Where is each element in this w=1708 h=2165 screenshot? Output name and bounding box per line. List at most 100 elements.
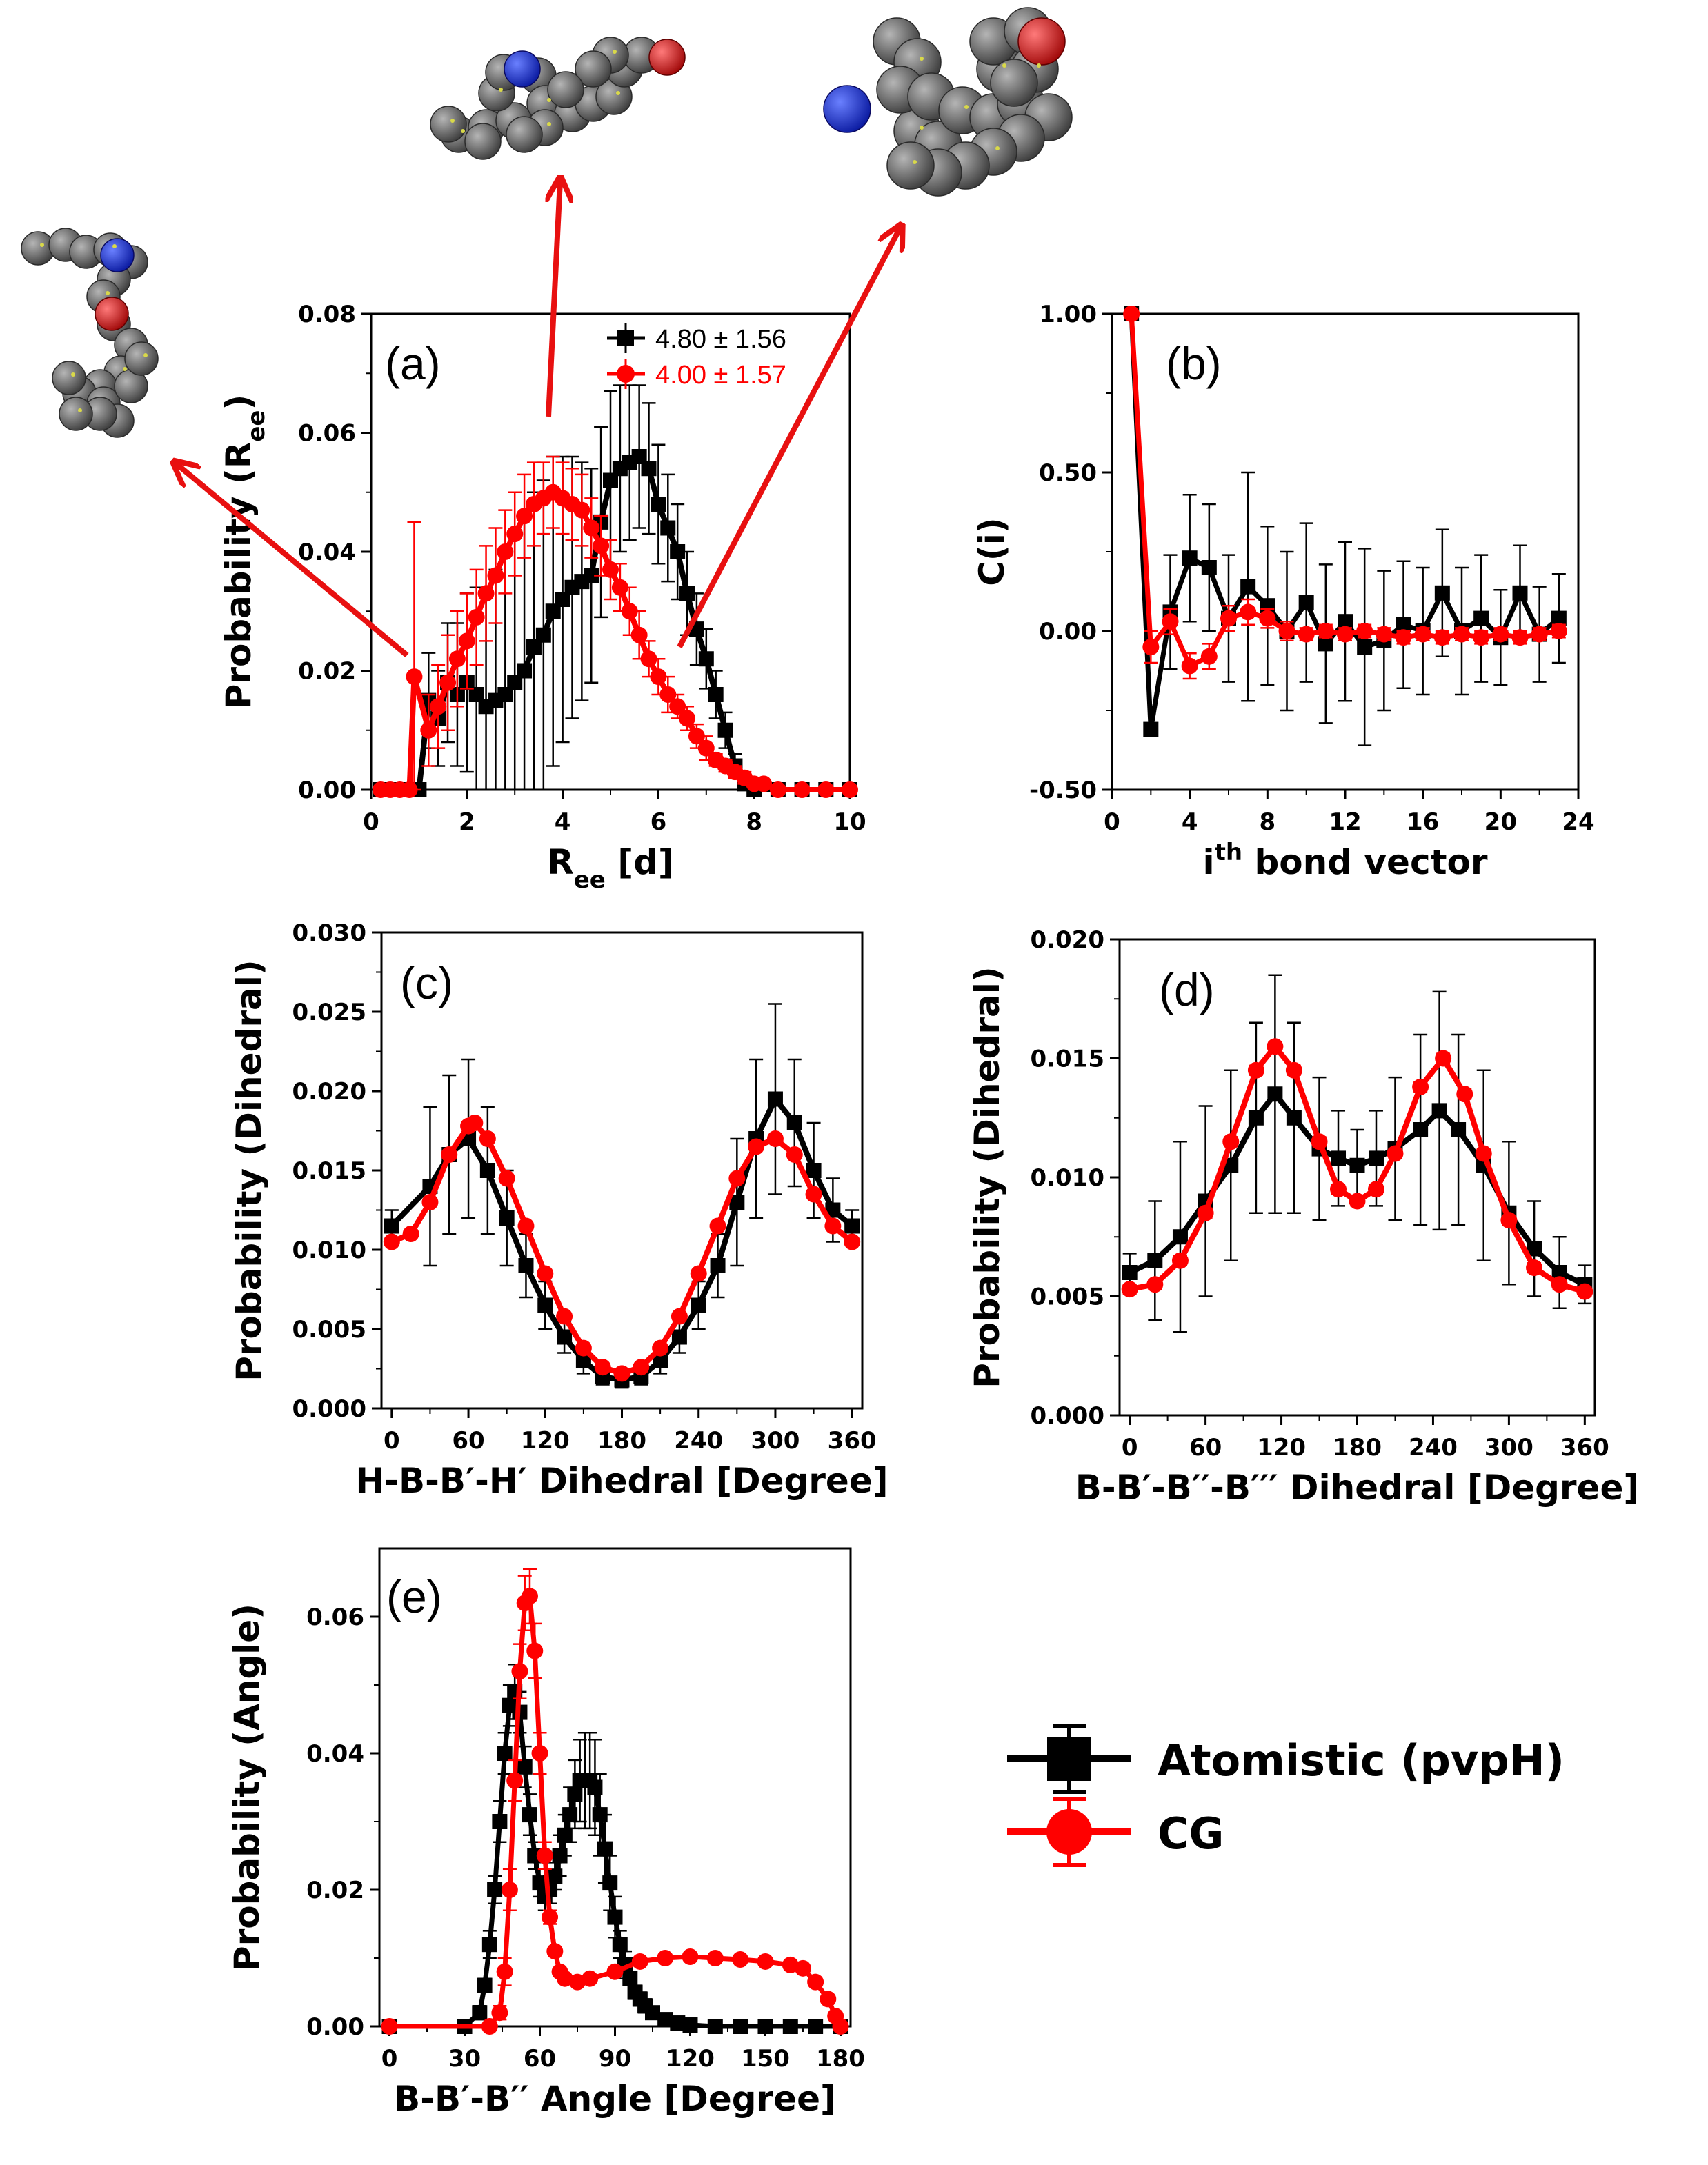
hydrogen-dot <box>613 50 617 54</box>
main-legend: Atomistic (pvpH) CG <box>1007 1724 1565 1867</box>
data-point <box>786 1146 803 1163</box>
data-point <box>1143 721 1159 737</box>
y-tick-label: 0.010 <box>1030 1164 1104 1192</box>
data-point <box>698 651 714 667</box>
x-axis-label-a: Ree [d] <box>547 842 674 894</box>
data-point <box>466 1115 484 1131</box>
x-tick-label: 16 <box>1407 808 1439 836</box>
hydrogen-dot <box>450 119 455 123</box>
x-tick-label: 4 <box>1182 808 1198 836</box>
bead-atom <box>430 106 467 143</box>
panel-label-c: (c) <box>400 957 453 1008</box>
data-point <box>612 1937 628 1953</box>
data-point <box>1240 579 1256 595</box>
data-point <box>794 1959 811 1977</box>
y-axis-label-e: Probability (Angle) <box>227 1604 267 1971</box>
panel-label-e: (e) <box>386 1571 442 1622</box>
data-point <box>767 1091 783 1107</box>
oxygen-atom <box>648 39 686 76</box>
x-tick-label: 180 <box>816 2045 865 2073</box>
panel-b-bond-correlation: 0 4 8 12 16 20 24 -0.50 0.00 0.50 1.00 ith bond vec… <box>972 301 1595 882</box>
data-point <box>1172 1229 1188 1245</box>
data-point <box>547 1868 563 1884</box>
y-tick-label: 0.020 <box>1030 926 1104 954</box>
data-point <box>406 668 423 686</box>
y-axis-label-d: Probability (Dihedral) <box>967 966 1007 1388</box>
bead-atom <box>886 141 935 190</box>
data-point <box>501 1882 518 1898</box>
data-point <box>481 2018 498 2035</box>
y-tick-label: 0.020 <box>292 1078 366 1106</box>
inset-legend-marker <box>617 365 635 383</box>
series-cg-d <box>1121 1038 1593 1300</box>
data-point <box>832 2018 849 2035</box>
series-atomistic-d <box>1122 974 1593 1333</box>
data-point <box>441 1146 458 1163</box>
series-atomistic-c <box>384 1003 860 1389</box>
data-point <box>430 698 447 715</box>
legend-atomistic-handle <box>1007 1724 1131 1794</box>
data-point <box>1551 1265 1567 1280</box>
data-point <box>1500 1212 1518 1229</box>
data-point <box>690 1265 707 1282</box>
hydrogen-dot <box>143 353 148 357</box>
data-point <box>732 1951 749 1968</box>
x-tick-label: 180 <box>1333 1434 1382 1461</box>
data-point <box>660 520 676 536</box>
x-axis-label-d: B-B′-B′′-B′′′ Dihedral [Degree] <box>1075 1468 1639 1508</box>
data-point <box>556 1970 573 1987</box>
oxygen-atom <box>95 297 129 331</box>
data-point <box>552 1848 568 1864</box>
data-point <box>670 544 686 559</box>
data-point <box>602 561 619 578</box>
x-tick-label: 120 <box>1257 1434 1306 1461</box>
data-point <box>824 1217 842 1235</box>
data-point <box>633 1359 650 1376</box>
x-tick-label: 60 <box>452 1427 484 1455</box>
hydrogen-dot <box>123 367 127 371</box>
hydrogen-dot <box>78 408 82 412</box>
data-point <box>670 2015 686 2031</box>
y-tick-label: 0.015 <box>292 1157 366 1185</box>
data-point <box>401 781 418 798</box>
data-point <box>557 1827 573 1843</box>
data-point <box>506 1772 524 1789</box>
data-point <box>594 1359 611 1376</box>
axes-frame-e <box>378 1547 852 2028</box>
y-tick-label: 0.025 <box>292 999 366 1026</box>
data-point <box>536 1847 553 1864</box>
data-point <box>1248 1110 1264 1126</box>
data-point <box>402 1226 419 1242</box>
y-tick-label: 0.000 <box>1030 1402 1104 1430</box>
data-point <box>644 2005 660 2021</box>
x-tick-label: 360 <box>828 1427 877 1455</box>
data-point <box>1576 1283 1593 1300</box>
x-tick-label: 0 <box>363 808 379 836</box>
data-point <box>766 1130 784 1147</box>
y-tick-label: -0.50 <box>1029 777 1097 804</box>
data-point <box>569 1973 586 1991</box>
data-point <box>1337 626 1353 643</box>
data-point <box>671 1329 687 1345</box>
data-point <box>573 501 590 519</box>
data-point <box>1451 1122 1467 1137</box>
y-axis-label-a: Probability (Ree) <box>219 395 270 710</box>
data-point <box>1123 306 1140 322</box>
data-point <box>1349 1193 1366 1210</box>
x-tick-label: 2 <box>459 808 475 836</box>
data-point <box>1201 560 1217 575</box>
data-point <box>522 1807 537 1823</box>
y-tick-label: 0.02 <box>306 1877 364 1904</box>
y-tick-label: 0.030 <box>292 919 366 947</box>
hydrogen-dot <box>995 146 1000 150</box>
data-point <box>545 603 561 619</box>
data-point <box>468 687 484 702</box>
data-point <box>1171 1252 1189 1269</box>
data-point <box>1413 1122 1429 1137</box>
x-tick-label: 24 <box>1562 808 1594 836</box>
x-tick-label: 30 <box>448 2045 481 2073</box>
data-point <box>842 781 858 798</box>
data-point <box>669 698 686 715</box>
data-point <box>708 687 724 702</box>
data-point <box>381 2018 398 2035</box>
